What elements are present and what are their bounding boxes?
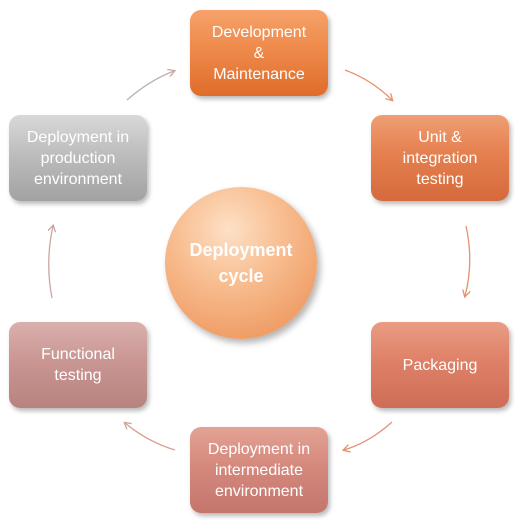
stage-label-line: environment — [214, 482, 304, 500]
stage-label-line: & — [253, 44, 265, 62]
stage-deployment-intermediate: Deployment in intermediate environment — [190, 427, 328, 513]
stage-label-line: integration — [402, 149, 478, 167]
arrow-production-to-development — [126, 71, 174, 101]
stage-label-line: Deployment in — [26, 128, 130, 146]
arrow-functional-to-production — [49, 226, 53, 299]
stage-label-line: environment — [33, 170, 123, 188]
stage-label-line: Development — [211, 23, 307, 41]
stage-label-line: Maintenance — [213, 65, 305, 83]
stage-label-line: testing — [54, 367, 102, 384]
stage-label-line: Packaging — [402, 356, 478, 374]
stage-development-maintenance: Development & Maintenance — [190, 10, 328, 96]
stage-label-line: testing — [416, 170, 464, 188]
arrow-development-to-unit — [344, 69, 392, 100]
stage-label-line: intermediate — [214, 461, 304, 479]
arrow-intermediate-to-functional — [125, 423, 176, 451]
center-label-line: Deployment — [189, 240, 293, 260]
stage-packaging: Packaging — [371, 322, 509, 408]
stage-unit-integration-testing: Unit & integration testing — [371, 115, 509, 201]
stage-functional-testing: Functional testing — [9, 322, 147, 408]
center-deployment-cycle: Deployment cycle — [165, 187, 317, 339]
stage-deployment-production: Deployment in production environment — [9, 115, 147, 201]
arrow-unit-to-packaging — [465, 225, 471, 296]
stage-label-line: production — [40, 149, 116, 167]
center-label-line: cycle — [218, 266, 264, 286]
stage-label-line: Functional — [41, 346, 115, 363]
arrow-packaging-to-intermediate — [344, 421, 393, 450]
stage-label-line: Deployment in — [207, 440, 311, 458]
stage-label-line: Unit & — [418, 128, 462, 146]
